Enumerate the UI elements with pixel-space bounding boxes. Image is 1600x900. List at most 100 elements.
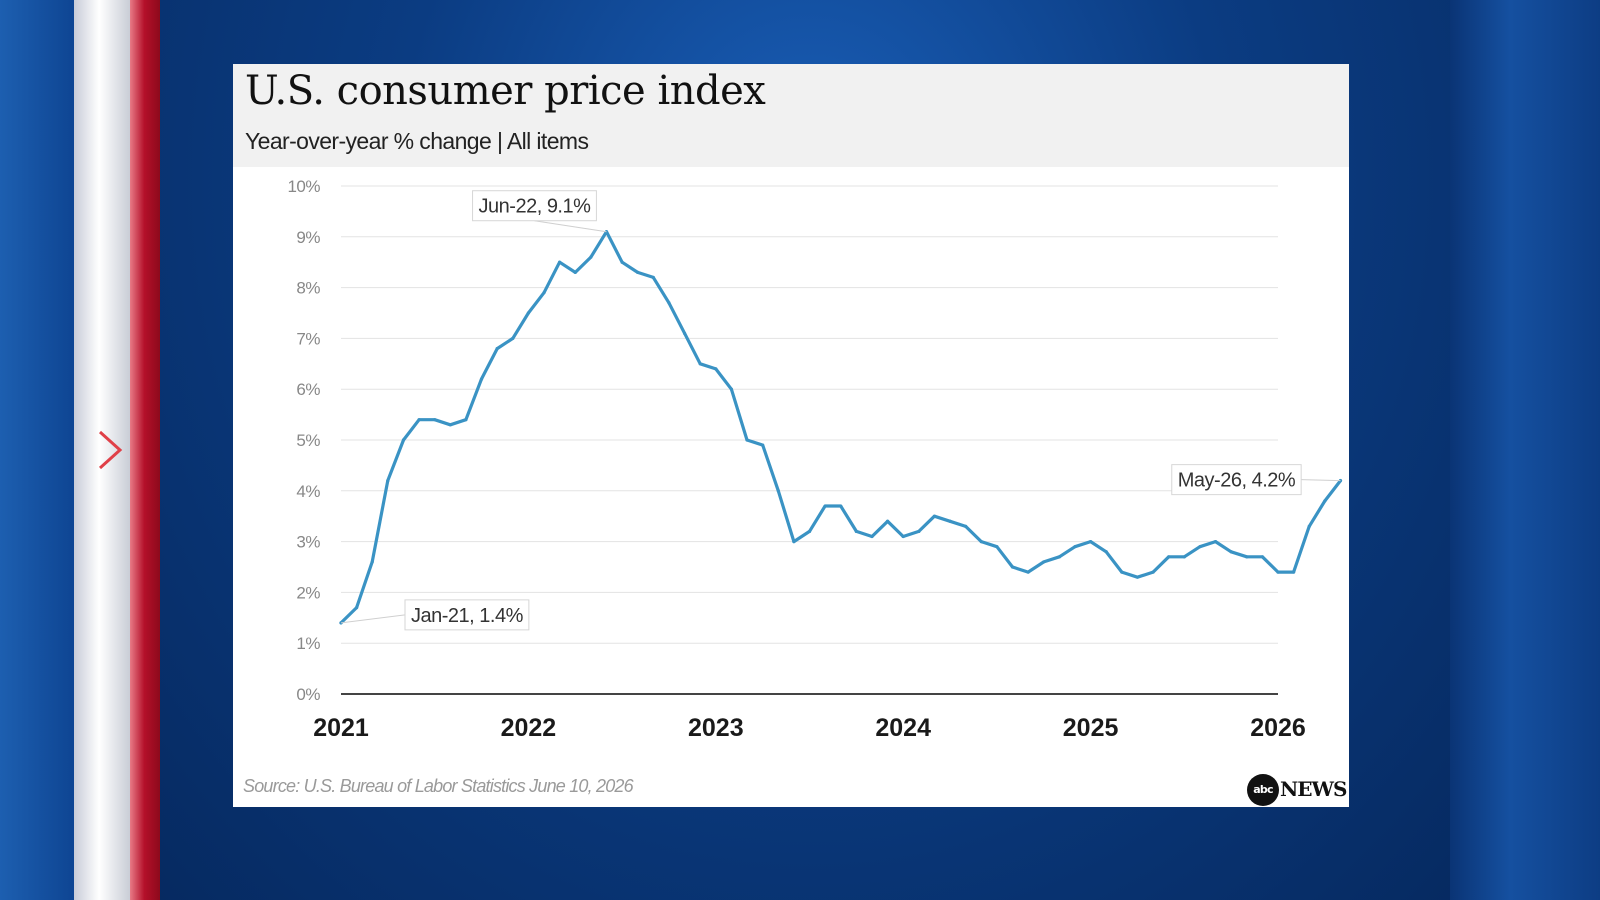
data-point <box>1057 555 1061 559</box>
data-point <box>1260 555 1264 559</box>
chart-card: U.S. consumer price index Year-over-year… <box>233 64 1349 807</box>
y-tick-label: 5% <box>296 431 320 450</box>
y-tick-label: 4% <box>296 482 320 501</box>
x-tick-label: 2022 <box>501 714 557 742</box>
data-point <box>479 377 484 381</box>
chevron-right-icon <box>98 430 123 470</box>
y-tick-label: 10% <box>287 177 320 196</box>
data-point <box>979 540 983 544</box>
data-point <box>1104 550 1108 554</box>
x-tick-label: 2025 <box>1063 714 1119 742</box>
y-tick-label: 1% <box>296 634 320 653</box>
news-logo-text: NEWS <box>1280 777 1347 801</box>
x-tick-label: 2021 <box>313 714 369 742</box>
data-point <box>651 275 655 280</box>
source-note: Source: U.S. Bureau of Labor Statistics … <box>243 776 634 796</box>
abc-logo-circle: abc <box>1247 774 1279 806</box>
data-point <box>745 438 749 442</box>
data-point <box>682 331 687 335</box>
y-tick-label: 0% <box>296 685 320 704</box>
data-point <box>761 443 765 447</box>
data-point <box>870 534 874 539</box>
data-point <box>511 336 515 340</box>
y-tick-label: 8% <box>296 279 320 298</box>
data-point <box>1292 570 1296 574</box>
annotation-box <box>1171 464 1302 496</box>
annotation-box <box>404 599 530 631</box>
background-right-band <box>1450 0 1600 900</box>
annotation-leader <box>534 220 607 233</box>
data-point <box>917 529 921 534</box>
data-point <box>589 255 593 259</box>
data-point <box>433 418 437 422</box>
data-point <box>1026 570 1030 574</box>
data-point <box>776 489 780 493</box>
data-point <box>386 479 390 483</box>
annotation-label: May-26, 4.2% <box>1178 470 1296 492</box>
data-point <box>667 301 671 305</box>
data-point <box>839 504 843 508</box>
annotation-box <box>472 190 597 222</box>
data-point <box>1042 560 1046 564</box>
data-point <box>573 270 577 274</box>
data-point <box>1010 565 1015 569</box>
y-tick-label: 6% <box>296 380 320 399</box>
data-point <box>948 519 952 523</box>
data-point <box>1089 540 1093 544</box>
data-point <box>1120 570 1124 574</box>
annotation-label: Jan-21, 1.4% <box>411 605 524 627</box>
annotation-label: Jun-22, 9.1% <box>479 196 592 218</box>
data-point <box>526 311 530 315</box>
data-point <box>495 346 499 351</box>
data-point <box>901 534 905 539</box>
data-point <box>401 438 406 442</box>
data-point <box>558 260 562 264</box>
data-point <box>1229 550 1233 554</box>
annotation-leader <box>1301 479 1341 482</box>
x-tick-label: 2024 <box>875 714 931 742</box>
y-tick-label: 2% <box>296 583 320 602</box>
data-point <box>542 291 546 295</box>
annotation-leader <box>340 614 406 624</box>
data-point <box>1151 570 1155 574</box>
data-point <box>1245 555 1249 559</box>
y-tick-label: 9% <box>296 228 320 247</box>
chart-header: U.S. consumer price index Year-over-year… <box>233 64 1349 167</box>
chart-title: U.S. consumer price index <box>245 68 766 114</box>
data-point <box>1135 575 1140 579</box>
data-point <box>1198 545 1202 549</box>
data-point <box>1073 545 1077 549</box>
data-point <box>1307 524 1311 528</box>
data-point <box>1276 570 1280 574</box>
data-point <box>995 545 999 549</box>
data-point <box>854 529 858 534</box>
data-point <box>355 606 359 610</box>
data-point <box>964 524 968 528</box>
data-point <box>464 418 468 422</box>
data-point <box>417 418 421 422</box>
x-tick-label: 2026 <box>1250 714 1306 742</box>
data-point <box>1213 540 1218 544</box>
data-point <box>932 514 937 518</box>
abc-news-logo: abc NEWS <box>1247 772 1347 806</box>
x-tick-label: 2023 <box>688 714 744 742</box>
data-point <box>370 560 374 564</box>
data-point <box>620 260 624 264</box>
data-point <box>729 387 734 391</box>
data-point <box>1182 555 1186 559</box>
data-point <box>698 362 702 366</box>
data-point <box>1323 499 1327 503</box>
data-point <box>885 519 890 523</box>
cpi-series-line <box>339 230 1343 625</box>
data-point <box>1167 555 1171 559</box>
chart-subtitle: Year-over-year % change | All items <box>245 128 589 154</box>
line-chart: 0% 1% 2% 3% 4% 5% 6% 7% 8% 9% 10% 2021 2022 2023 2024 2… <box>287 177 1343 742</box>
data-point <box>823 504 827 508</box>
data-point <box>714 367 718 371</box>
data-point <box>448 423 452 427</box>
background-left-band <box>0 0 74 900</box>
data-point <box>636 270 640 274</box>
data-point <box>807 529 812 534</box>
data-point <box>792 540 796 544</box>
y-tick-label: 3% <box>296 533 320 552</box>
